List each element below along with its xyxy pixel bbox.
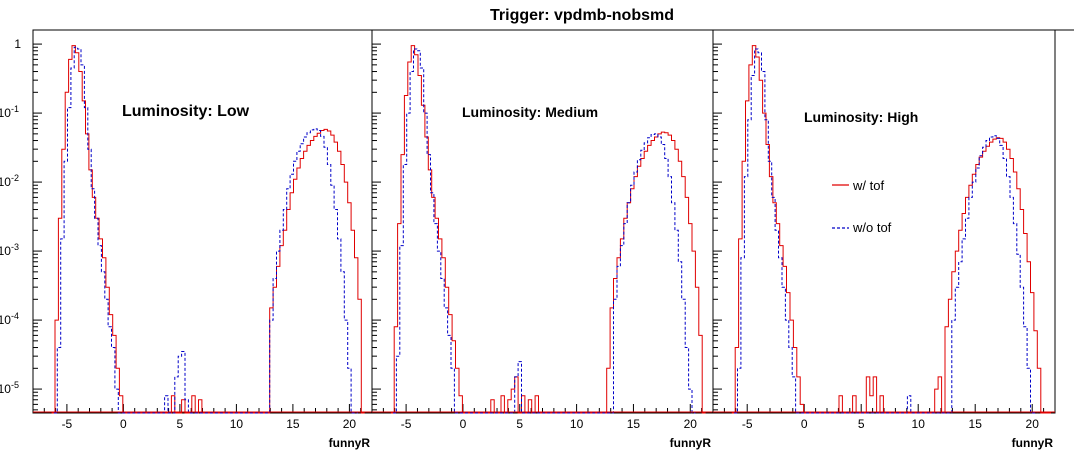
x-tick-label: -5 bbox=[742, 417, 753, 431]
x-tick-label: -5 bbox=[401, 417, 412, 431]
series-with-tof bbox=[51, 45, 365, 414]
x-tick-label: 15 bbox=[627, 417, 641, 431]
x-tick-label: 0 bbox=[120, 417, 127, 431]
legend-label-without-tof: w/o tof bbox=[852, 220, 892, 235]
series-without-tof bbox=[734, 48, 1038, 414]
x-tick-label: 10 bbox=[912, 417, 926, 431]
legend: w/ tof w/o tof bbox=[832, 178, 892, 235]
luminosity-annotation: Luminosity: Medium bbox=[462, 104, 598, 120]
y-tick-label: 10-1 bbox=[0, 104, 19, 120]
series-with-tof bbox=[390, 45, 706, 414]
panel-2: -5 0 5 10 15 20 funnyR Luminosity: Medium bbox=[371, 29, 714, 450]
x-axis-label: funnyR bbox=[670, 436, 712, 450]
x-tick-label: 10 bbox=[230, 417, 244, 431]
x-tick-label: 0 bbox=[801, 417, 808, 431]
x-tick-label: 10 bbox=[570, 417, 584, 431]
panel-frame bbox=[371, 29, 714, 414]
luminosity-annotation: Luminosity: High bbox=[804, 109, 918, 125]
panel-1: -5 0 5 10 15 20 10-5 10-4 10-3 10-2 10-1 1 funnyR Lum… bbox=[0, 29, 373, 450]
x-tick-label: 15 bbox=[286, 417, 300, 431]
x-tick-label: -5 bbox=[62, 417, 73, 431]
figure-title: Trigger: vpdmb-nobsmd bbox=[490, 7, 674, 24]
x-tick-label: 20 bbox=[343, 417, 357, 431]
series-without-tof bbox=[393, 48, 696, 414]
y-tick-label: 10-5 bbox=[0, 380, 19, 396]
panel-3: -5 0 5 10 15 20 funnyR Luminosity: High bbox=[712, 29, 1056, 450]
y-tick-label: 10-3 bbox=[0, 242, 19, 258]
x-tick-label: 5 bbox=[516, 417, 523, 431]
x-tick-label: 15 bbox=[969, 417, 983, 431]
x-axis-label: funnyR bbox=[329, 436, 371, 450]
x-axis-label: funnyR bbox=[1012, 436, 1054, 450]
x-tick-label: 0 bbox=[460, 417, 467, 431]
luminosity-annotation: Luminosity: Low bbox=[122, 103, 250, 120]
series-without-tof bbox=[53, 46, 358, 414]
series-with-tof bbox=[731, 45, 1051, 414]
panel-frame bbox=[32, 29, 373, 414]
y-tick-label: 10-4 bbox=[0, 311, 19, 327]
x-tick-label: 20 bbox=[684, 417, 698, 431]
y-tick-label: 10-2 bbox=[0, 173, 19, 189]
x-tick-label: 5 bbox=[858, 417, 865, 431]
legend-label-with-tof: w/ tof bbox=[852, 178, 884, 193]
x-tick-label: 5 bbox=[177, 417, 184, 431]
y-tick-label: 1 bbox=[14, 37, 21, 51]
x-tick-label: 20 bbox=[1026, 417, 1040, 431]
